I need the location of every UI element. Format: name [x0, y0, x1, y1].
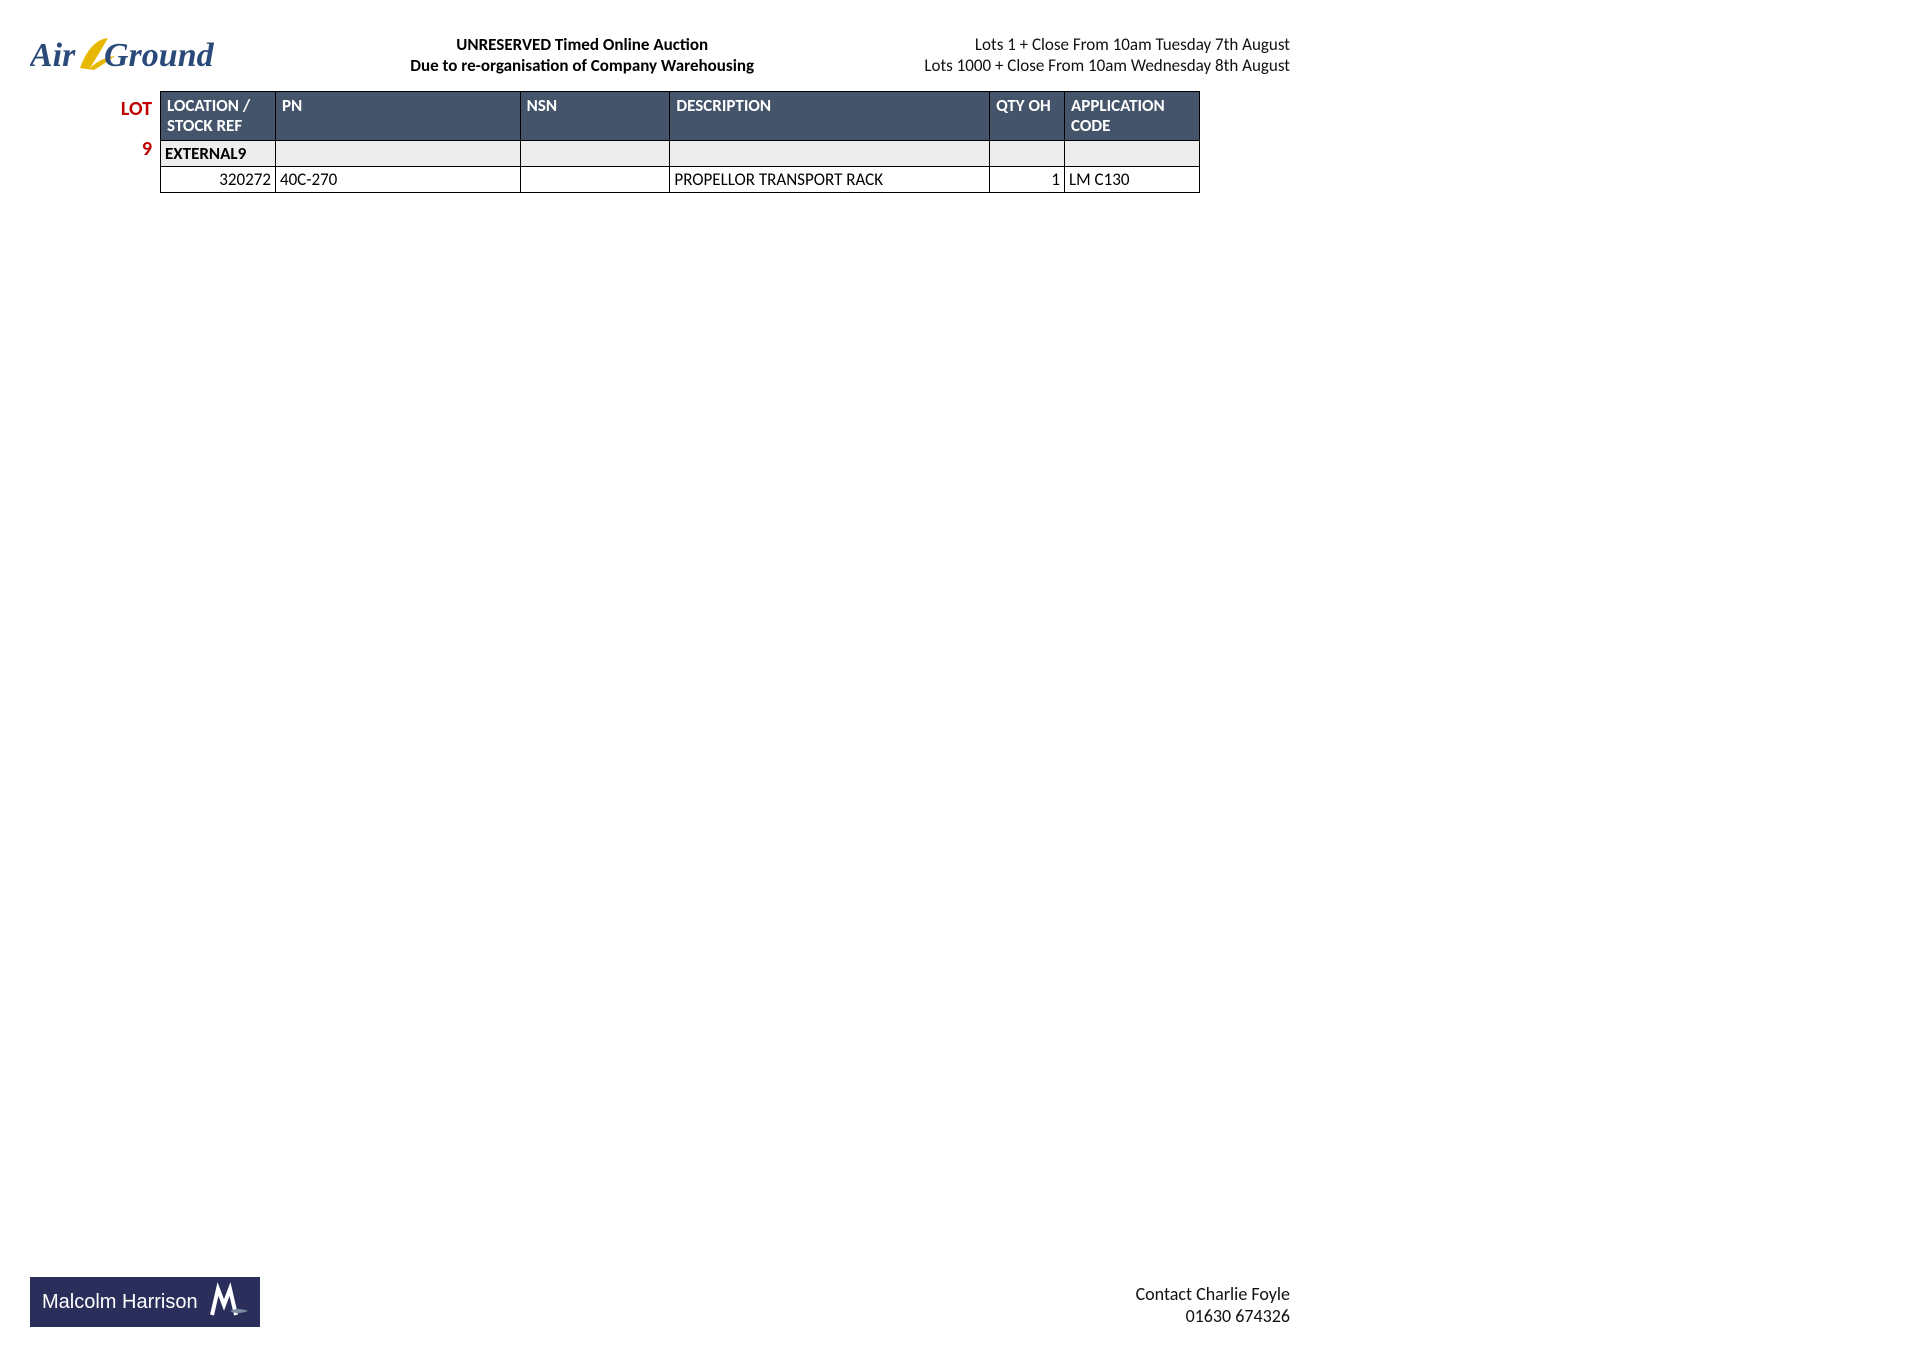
col-header-location: LOCATION / STOCK REF — [161, 92, 276, 141]
table-head: LOCATION / STOCK REF PN NSN DESCRIPTION … — [161, 92, 1200, 141]
col-header-application: APPLICATION CODE — [1065, 92, 1200, 141]
footer: Malcolm Harrison Contact Charlie Foyle 0… — [30, 1277, 1290, 1327]
col-header-nsn: NSN — [520, 92, 670, 141]
table-row: EXTERNAL9 — [161, 141, 1200, 167]
contact-phone: 01630 674326 — [1136, 1305, 1290, 1327]
cell-nsn — [520, 141, 670, 167]
cell-qty: 1 — [990, 167, 1065, 193]
auction-title-block: UNRESERVED Timed Online Auction Due to r… — [240, 30, 924, 76]
inventory-table: LOCATION / STOCK REF PN NSN DESCRIPTION … — [160, 91, 1200, 193]
auction-title-line2: Due to re-organisation of Company Wareho… — [240, 55, 924, 76]
cell-location: EXTERNAL9 — [161, 141, 276, 167]
col-header-pn: PN — [275, 92, 520, 141]
cell-nsn — [520, 167, 670, 193]
table-body: EXTERNAL9 320272 40C-270 PROPELLOR TRANS… — [161, 141, 1200, 193]
logo-air-text: Air — [30, 37, 76, 74]
col-header-description: DESCRIPTION — [670, 92, 990, 141]
cell-pn: 40C-270 — [275, 167, 520, 193]
logo: Air Ground — [30, 30, 240, 85]
cell-application — [1065, 141, 1200, 167]
table-header-row: LOCATION / STOCK REF PN NSN DESCRIPTION … — [161, 92, 1200, 141]
lot-number: 9 — [30, 121, 152, 161]
logo-ground-text: Ground — [104, 37, 215, 74]
closing-info-line2: Lots 1000 + Close From 10am Wednesday 8t… — [924, 55, 1290, 76]
cell-location: 320272 — [161, 167, 276, 193]
page: Air Ground UNRESERVED Timed Online Aucti… — [30, 30, 1290, 193]
lot-column: LOT 9 — [30, 91, 160, 161]
header-row: Air Ground UNRESERVED Timed Online Aucti… — [30, 30, 1290, 85]
contact-name: Contact Charlie Foyle — [1136, 1283, 1290, 1305]
cell-pn — [275, 141, 520, 167]
table-row: 320272 40C-270 PROPELLOR TRANSPORT RACK … — [161, 167, 1200, 193]
mh-logo-icon — [208, 1281, 250, 1323]
cell-application: LM C130 — [1065, 167, 1200, 193]
cell-description — [670, 141, 990, 167]
closing-info-line1: Lots 1 + Close From 10am Tuesday 7th Aug… — [924, 34, 1290, 55]
contact-block: Contact Charlie Foyle 01630 674326 — [1136, 1283, 1290, 1327]
closing-info-block: Lots 1 + Close From 10am Tuesday 7th Aug… — [924, 30, 1290, 76]
lot-label: LOT — [30, 91, 152, 121]
airground-logo: Air Ground — [30, 30, 230, 80]
cell-description: PROPELLOR TRANSPORT RACK — [670, 167, 990, 193]
col-header-qty: QTY OH — [990, 92, 1065, 141]
auction-title-line1: UNRESERVED Timed Online Auction — [240, 34, 924, 55]
cell-qty — [990, 141, 1065, 167]
auctioneer-name: Malcolm Harrison — [42, 1291, 198, 1314]
auctioneer-badge: Malcolm Harrison — [30, 1277, 260, 1327]
table-area: LOT 9 LOCATION / STOCK REF PN NSN DESCRI… — [30, 91, 1290, 193]
